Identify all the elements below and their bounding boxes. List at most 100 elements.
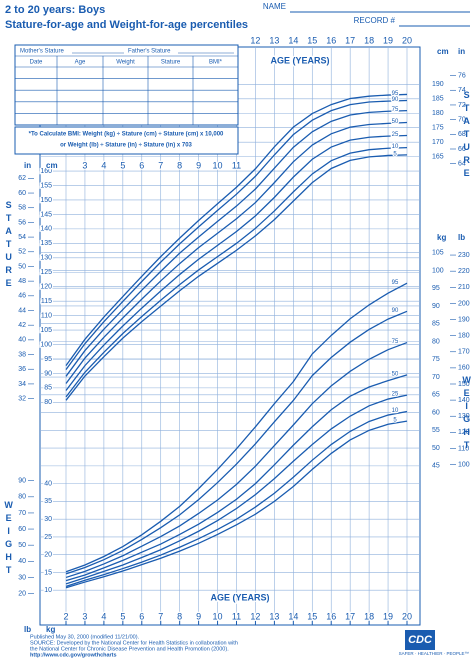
- y2-tick-label: 44: [18, 307, 26, 314]
- y-tick-label: 75: [432, 356, 440, 363]
- y2-tick-label: 120: [458, 429, 470, 436]
- y-tick-label: 45: [432, 463, 440, 470]
- y-tick-label: 140: [40, 226, 52, 233]
- record-label: RECORD #: [354, 16, 396, 25]
- x-tick-label: 8: [177, 160, 182, 170]
- y2-tick-label: 76: [458, 72, 466, 79]
- x-tick-label: 17: [345, 611, 355, 621]
- curve-label: 90: [392, 308, 399, 314]
- y-unit: kg: [46, 625, 55, 634]
- y2-tick-label: 52: [18, 249, 26, 256]
- curve-label: 90: [392, 97, 399, 103]
- x-tick-label: 13: [269, 35, 279, 45]
- x-axis-title: AGE (YEARS): [270, 55, 329, 65]
- y2-tick-label: 60: [18, 190, 26, 197]
- x-tick-label: 9: [196, 611, 201, 621]
- logo: CDC: [408, 634, 433, 646]
- y-tick-label: 185: [432, 96, 444, 103]
- y2-tick-label: 200: [458, 300, 470, 307]
- x-tick-label: 10: [213, 611, 223, 621]
- mother-label: Mother's Stature: [20, 49, 64, 55]
- curve-label: 25: [392, 132, 399, 138]
- x-tick-label: 9: [196, 160, 201, 170]
- y2-tick-label: 130: [458, 413, 470, 420]
- y-tick-label: 135: [40, 240, 52, 247]
- y-tick-label: 90: [432, 303, 440, 310]
- y2-unit: lb: [24, 625, 31, 634]
- x-tick-label: 19: [383, 611, 393, 621]
- y2-tick-label: 40: [18, 558, 26, 565]
- bmi-note: or Weight (lb) ÷ Stature (in) ÷ Stature …: [60, 143, 192, 149]
- percentile-curve: [65, 374, 408, 582]
- y2-tick-label: 66: [458, 146, 466, 153]
- y-tick-label: 130: [40, 255, 52, 262]
- title: 2 to 20 years: Boys: [5, 4, 105, 16]
- y-tick-label: 170: [432, 139, 444, 146]
- y2-tick-label: 50: [18, 542, 26, 549]
- footer-line: the National Center for Chronic Disease …: [30, 646, 229, 652]
- y2-tick-label: 42: [18, 322, 26, 329]
- y2-tick-label: 160: [458, 365, 470, 372]
- x-tick-label: 12: [250, 35, 260, 45]
- percentile-curve: [65, 99, 408, 371]
- y2-tick-label: 40: [18, 337, 26, 344]
- curve-label: 95: [392, 280, 399, 286]
- y2-tick-label: 70: [458, 116, 466, 123]
- y2-tick-label: 32: [18, 395, 26, 402]
- y2-unit: lb: [458, 233, 465, 242]
- x-axis-title: AGE (YEARS): [210, 592, 269, 602]
- y-tick-label: 120: [40, 284, 52, 291]
- y-tick-label: 10: [44, 587, 52, 594]
- curve-label: 25: [392, 392, 399, 398]
- x-tick-label: 20: [402, 35, 412, 45]
- y2-tick-label: 64: [458, 161, 466, 168]
- x-tick-label: 5: [120, 160, 125, 170]
- y-tick-label: 40: [44, 480, 52, 487]
- x-tick-label: 14: [288, 611, 298, 621]
- y2-tick-label: 46: [18, 293, 26, 300]
- percentile-curve: [65, 147, 408, 398]
- y2-tick-label: 30: [18, 574, 26, 581]
- y-tick-label: 95: [432, 285, 440, 292]
- y-tick-label: 150: [40, 197, 52, 204]
- y2-tick-label: 180: [458, 332, 470, 339]
- y2-tick-label: 150: [458, 381, 470, 388]
- y-unit: cm: [437, 47, 449, 56]
- y2-tick-label: 72: [458, 102, 466, 109]
- y-tick-label: 35: [44, 498, 52, 505]
- y2-tick-label: 54: [18, 234, 26, 241]
- x-tick-label: 3: [82, 160, 87, 170]
- x-tick-label: 18: [364, 35, 374, 45]
- y-tick-label: 145: [40, 211, 52, 218]
- y-axis-title: STATURE: [4, 200, 14, 291]
- y2-tick-label: 74: [458, 87, 466, 94]
- x-tick-label: 14: [288, 35, 298, 45]
- x-tick-label: 6: [139, 611, 144, 621]
- percentile-curve: [65, 410, 408, 587]
- x-tick-label: 13: [269, 611, 279, 621]
- y-tick-label: 165: [432, 153, 444, 160]
- curve-label: 50: [392, 371, 399, 377]
- y-tick-label: 50: [432, 445, 440, 452]
- y-tick-label: 105: [40, 327, 52, 334]
- x-tick-label: 8: [177, 611, 182, 621]
- x-tick-label: 16: [326, 35, 336, 45]
- record-table: Mother's Stature Father's Stature *To Ca…: [14, 44, 239, 155]
- y-tick-label: 80: [44, 399, 52, 406]
- y2-tick-label: 190: [458, 316, 470, 323]
- y-tick-label: 60: [432, 409, 440, 416]
- x-tick-label: 5: [120, 611, 125, 621]
- curve-label: 75: [392, 339, 399, 345]
- y2-tick-label: 80: [18, 494, 26, 501]
- y2-tick-label: 38: [18, 351, 26, 358]
- x-tick-label: 15: [307, 35, 317, 45]
- y2-tick-label: 62: [18, 175, 26, 182]
- y-tick-label: 85: [44, 385, 52, 392]
- logo-box: [405, 630, 435, 650]
- x-tick-label: 12: [250, 611, 260, 621]
- subtitle: Stature-for-age and Weight-for-age perce…: [5, 19, 248, 31]
- curve-label: 5: [393, 151, 397, 157]
- y2-tick-label: 70: [18, 510, 26, 517]
- column-header: Age: [75, 60, 86, 66]
